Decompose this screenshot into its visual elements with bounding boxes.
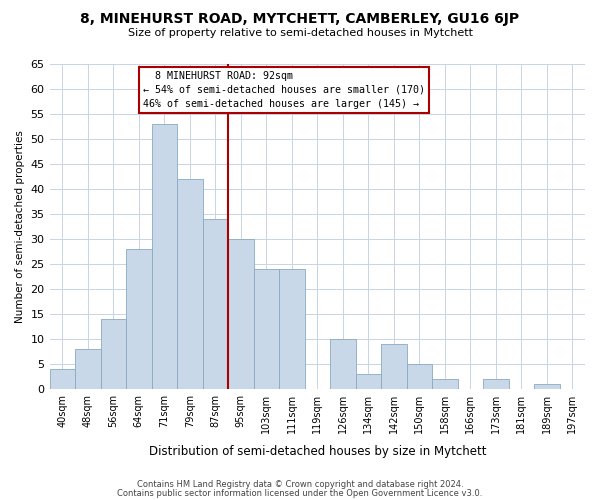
Bar [254, 269, 279, 390]
Bar [75, 349, 101, 390]
Text: 8, MINEHURST ROAD, MYTCHETT, CAMBERLEY, GU16 6JP: 8, MINEHURST ROAD, MYTCHETT, CAMBERLEY, … [80, 12, 520, 26]
Bar [381, 344, 407, 390]
Y-axis label: Number of semi-detached properties: Number of semi-detached properties [15, 130, 25, 323]
Text: 8 MINEHURST ROAD: 92sqm
← 54% of semi-detached houses are smaller (170)
46% of s: 8 MINEHURST ROAD: 92sqm ← 54% of semi-de… [143, 70, 425, 108]
Bar [483, 380, 509, 390]
Bar [101, 319, 126, 390]
Bar [203, 219, 228, 390]
Text: Contains HM Land Registry data © Crown copyright and database right 2024.: Contains HM Land Registry data © Crown c… [137, 480, 463, 489]
Bar [534, 384, 560, 390]
Bar [126, 249, 152, 390]
Bar [432, 380, 458, 390]
Text: Size of property relative to semi-detached houses in Mytchett: Size of property relative to semi-detach… [128, 28, 473, 38]
Bar [50, 370, 75, 390]
X-axis label: Distribution of semi-detached houses by size in Mytchett: Distribution of semi-detached houses by … [149, 444, 486, 458]
Bar [279, 269, 305, 390]
Text: Contains public sector information licensed under the Open Government Licence v3: Contains public sector information licen… [118, 488, 482, 498]
Bar [228, 239, 254, 390]
Bar [177, 179, 203, 390]
Bar [407, 364, 432, 390]
Bar [356, 374, 381, 390]
Bar [330, 339, 356, 390]
Bar [152, 124, 177, 390]
